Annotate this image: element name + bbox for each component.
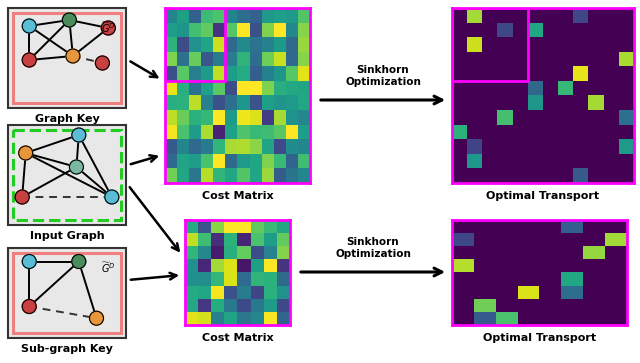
Circle shape <box>72 128 86 142</box>
Bar <box>13 130 121 220</box>
Text: Sinkhorn
Optimization: Sinkhorn Optimization <box>345 65 421 87</box>
Text: Sinkhorn
Optimization: Sinkhorn Optimization <box>335 237 411 259</box>
Bar <box>8 248 126 338</box>
Circle shape <box>22 299 36 314</box>
Text: Sub-graph Key: Sub-graph Key <box>21 344 113 354</box>
Circle shape <box>72 254 86 269</box>
Circle shape <box>105 190 119 204</box>
Circle shape <box>90 311 104 325</box>
Text: Cost Matrix: Cost Matrix <box>202 333 273 343</box>
Bar <box>165 8 225 81</box>
Circle shape <box>15 190 29 204</box>
Circle shape <box>19 146 33 160</box>
Bar <box>8 8 126 108</box>
Bar <box>8 125 126 225</box>
Circle shape <box>69 160 83 174</box>
Text: $\widetilde{G}^D$: $\widetilde{G}^D$ <box>100 20 115 35</box>
Circle shape <box>95 56 109 70</box>
Text: Cost Matrix: Cost Matrix <box>202 191 273 201</box>
Circle shape <box>101 21 115 35</box>
Bar <box>452 8 528 81</box>
Text: Input Graph: Input Graph <box>29 231 104 241</box>
Text: $\widetilde{G}^D$: $\widetilde{G}^D$ <box>100 260 115 275</box>
Text: Optimal Transport: Optimal Transport <box>486 191 600 201</box>
Circle shape <box>62 13 76 27</box>
Circle shape <box>22 254 36 269</box>
Bar <box>13 13 121 103</box>
Circle shape <box>66 49 80 63</box>
Text: Graph Key: Graph Key <box>35 114 99 124</box>
Text: Optimal Transport: Optimal Transport <box>483 333 596 343</box>
Bar <box>13 253 121 333</box>
Circle shape <box>22 19 36 33</box>
Circle shape <box>22 53 36 67</box>
